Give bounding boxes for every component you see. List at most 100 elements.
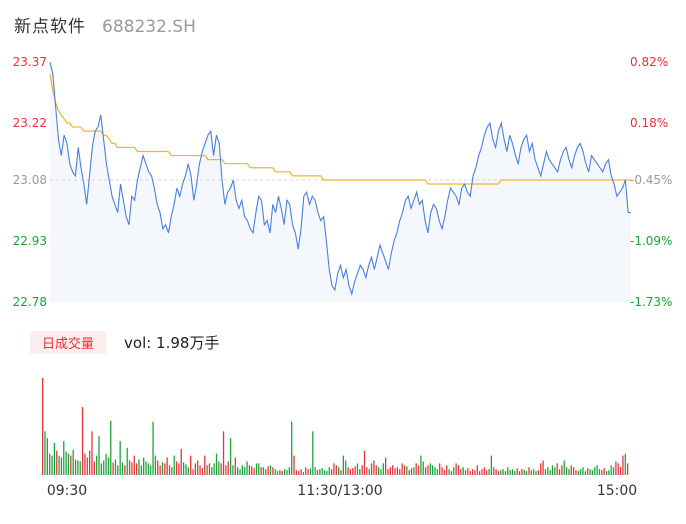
volume-bar (185, 464, 187, 475)
volume-bar (211, 467, 213, 475)
volume-bar (403, 465, 406, 475)
volume-bar (537, 470, 539, 475)
volume-bar (385, 457, 387, 475)
volume-bar (544, 469, 547, 475)
volume-bar (140, 465, 142, 475)
volume-bar (321, 468, 323, 475)
volume-bar (281, 471, 283, 475)
volume-bar (563, 460, 565, 475)
volume-bar (580, 469, 582, 475)
volume-bar (81, 407, 84, 475)
volume-bar (295, 470, 298, 475)
volume-bar (152, 421, 154, 475)
volume-bar (370, 463, 373, 475)
volume-bar (601, 470, 603, 475)
volume-bar (218, 461, 220, 475)
volume-bar (119, 441, 121, 475)
volume-bar (448, 469, 450, 475)
volume-bar (248, 465, 251, 475)
price-tick-label: 22.93 (13, 234, 47, 248)
volume-bar (175, 461, 178, 475)
volume-bars (42, 378, 629, 475)
volume-bar (51, 455, 53, 475)
volume-bar (587, 468, 589, 475)
volume-bar (234, 457, 236, 475)
price-axis-ticks: 23.37 23.22 23.08 22.93 22.78 (13, 55, 47, 309)
volume-bar (267, 466, 269, 475)
volume-bar (375, 465, 377, 475)
volume-bar (58, 455, 60, 475)
volume-bar (171, 467, 173, 475)
volume-bar (279, 470, 281, 475)
volume-bar (427, 465, 429, 475)
price-tick-label: 23.22 (13, 116, 47, 130)
volume-bar (265, 469, 267, 475)
volume-bar (312, 431, 314, 475)
volume-bar (215, 453, 218, 475)
volume-bar (103, 460, 105, 475)
volume-bar (70, 455, 72, 475)
volume-bar (229, 438, 232, 475)
volume-bar (627, 463, 629, 475)
volume-bar (335, 465, 337, 475)
volume-bar (244, 467, 246, 475)
volume-bar (340, 470, 342, 475)
volume-bar (486, 470, 488, 475)
price-lines (49, 61, 631, 296)
volume-bar (262, 467, 265, 475)
percent-tick-label: 0.82% (630, 55, 668, 69)
volume-bar (161, 462, 164, 475)
volume-bar (615, 461, 617, 475)
stock-name: 新点软件 (14, 17, 86, 37)
volume-bar (554, 467, 556, 475)
percent-tick-label: -1.09% (630, 234, 672, 248)
volume-bar (443, 470, 446, 475)
percent-tick-label: -1.73% (630, 295, 672, 309)
volume-bar (199, 465, 201, 475)
volume-bar (220, 463, 222, 475)
volume-bar (67, 453, 70, 475)
volume-bar (603, 468, 605, 475)
volume-bar (201, 468, 204, 475)
volume-bar (467, 468, 469, 475)
volume-bar (366, 467, 368, 475)
volume-bar (269, 465, 272, 475)
volume-bar (471, 469, 474, 475)
volume-bar (246, 461, 248, 475)
volume-bar (124, 465, 126, 475)
title-row: 新点软件 688232.SH (14, 12, 196, 40)
volume-bar (84, 453, 86, 475)
volume-bar (617, 463, 619, 475)
volume-bar (436, 469, 438, 475)
volume-bar (549, 470, 551, 475)
volume-bar (237, 467, 239, 475)
volume-bar (523, 470, 525, 475)
volume-bar (408, 470, 410, 475)
volume-bar (497, 471, 500, 475)
volume-bar (330, 469, 333, 475)
volume-bar (107, 457, 110, 475)
volume-bar (204, 455, 206, 475)
volume-bar (525, 471, 528, 475)
volume-bar (551, 465, 554, 475)
volume-bar (206, 465, 208, 475)
volume-bar (377, 467, 380, 475)
volume-bar (382, 463, 384, 475)
volume-bar (145, 461, 147, 475)
volume-bar (96, 455, 98, 475)
volume-bar (347, 467, 349, 475)
volume-bar (232, 465, 234, 475)
volume-bar (225, 465, 227, 475)
volume-header: 日成交量 vol: 1.98万手 (30, 330, 219, 354)
volume-bar (166, 457, 168, 475)
volume-bar (511, 469, 514, 475)
volume-bar (521, 469, 523, 475)
volume-bar (178, 463, 180, 475)
volume-bar (213, 463, 215, 475)
volume-bar (561, 465, 563, 475)
volume-bar (319, 469, 321, 475)
volume-bar (342, 455, 344, 475)
volume-badge[interactable]: 日成交量 (30, 330, 107, 354)
volume-bar (316, 470, 319, 475)
volume-bar (619, 467, 622, 475)
